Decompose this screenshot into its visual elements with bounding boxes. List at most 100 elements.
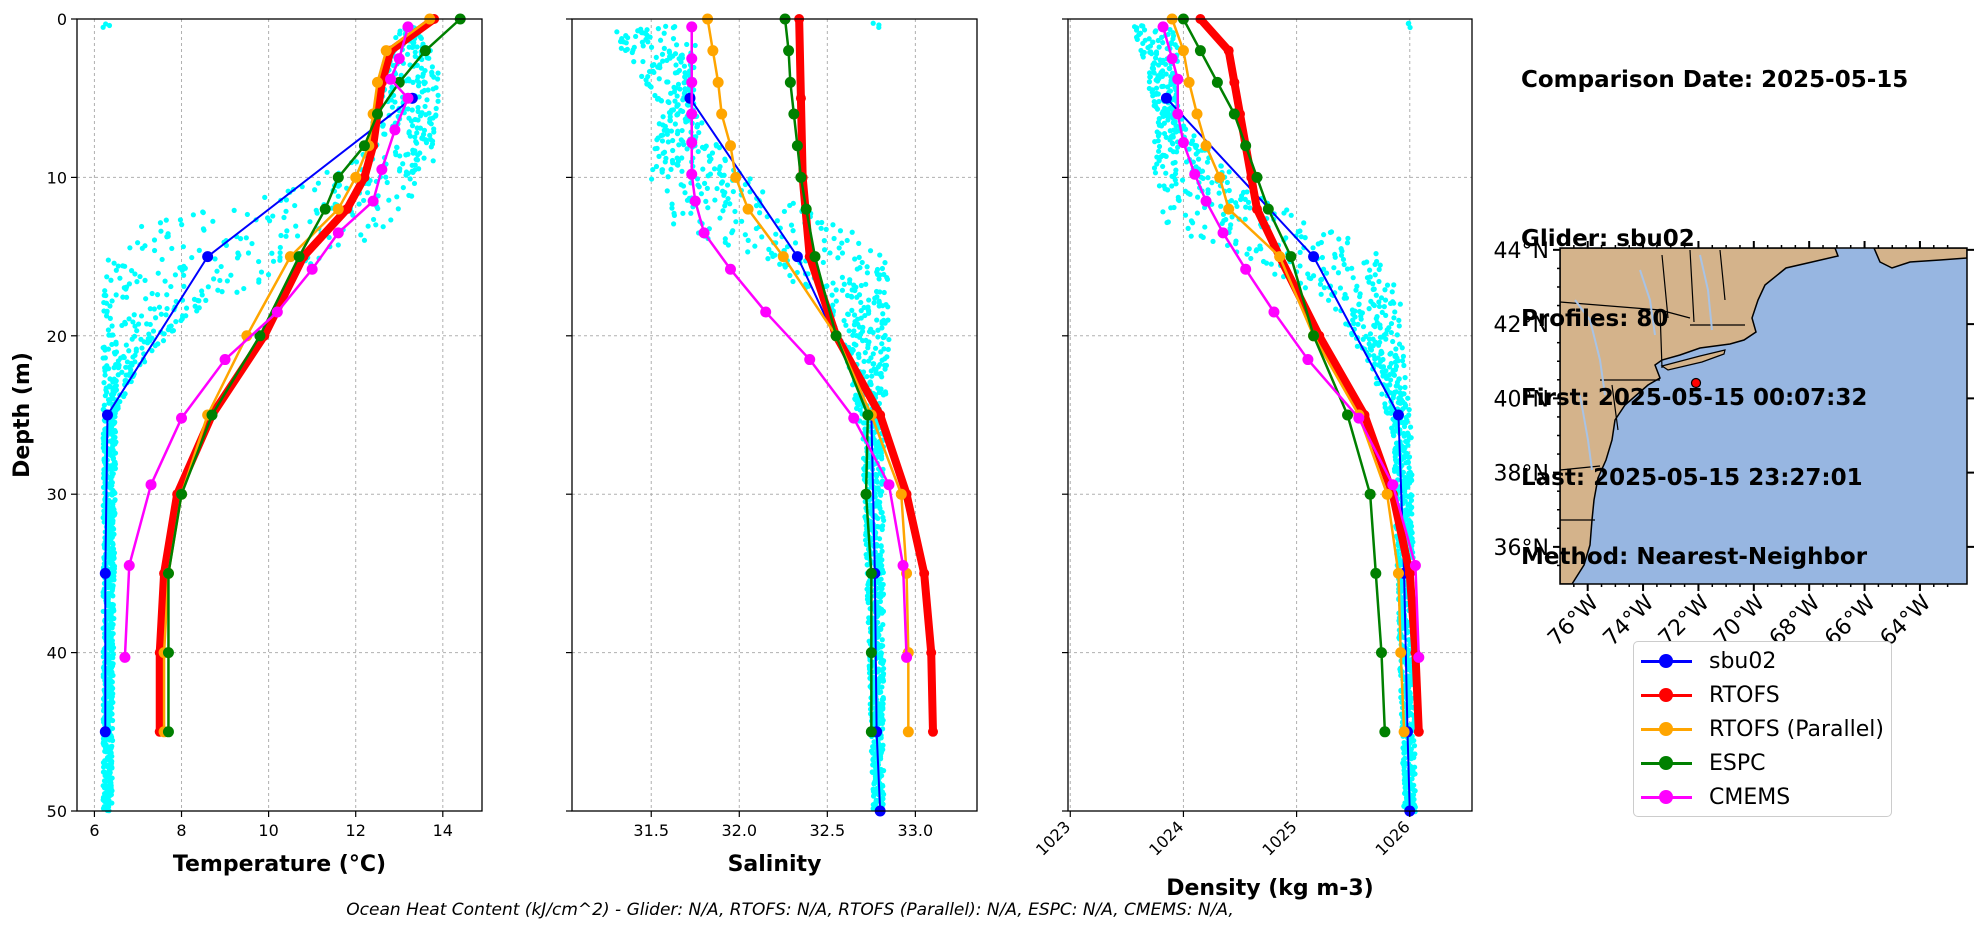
glider-point — [1327, 229, 1334, 236]
glider-point — [1233, 241, 1239, 247]
glider-point — [1384, 282, 1391, 288]
series-point — [332, 171, 344, 183]
glider-point — [115, 403, 121, 409]
glider-point — [865, 600, 871, 606]
glider-point — [370, 216, 377, 223]
series-point — [306, 263, 318, 275]
series-point — [783, 45, 795, 57]
glider-point — [199, 292, 205, 298]
glider-point — [1224, 179, 1230, 186]
glider-point — [1390, 338, 1396, 345]
glider-point — [105, 640, 111, 646]
glider-point — [849, 294, 855, 300]
glider-point — [199, 288, 205, 294]
glider-point — [878, 448, 884, 454]
glider-point — [1398, 392, 1404, 399]
glider-point — [1405, 395, 1411, 401]
glider-point — [108, 277, 114, 283]
glider-point — [856, 334, 863, 340]
glider-point — [1160, 163, 1166, 170]
glider-point — [426, 119, 433, 125]
glider-point — [120, 294, 126, 300]
glider-point — [1360, 324, 1367, 330]
glider-point — [818, 225, 824, 231]
glider-point — [1301, 220, 1307, 226]
legend-item: sbu02 — [1634, 647, 1891, 677]
glider-point — [414, 44, 420, 50]
glider-point — [1200, 234, 1206, 240]
glider-point — [315, 180, 321, 186]
glider-point — [1402, 375, 1408, 381]
series-point — [1342, 409, 1354, 421]
glider-point — [1195, 156, 1202, 162]
glider-point — [162, 278, 168, 284]
glider-point — [245, 250, 252, 256]
glider-point — [863, 281, 869, 287]
glider-point — [747, 176, 753, 182]
glider-point — [681, 90, 688, 96]
glider-point — [433, 105, 439, 112]
glider-point — [841, 281, 847, 287]
series-point — [1251, 204, 1262, 215]
glider-point — [882, 366, 888, 372]
glider-point — [1354, 283, 1360, 289]
glider-point — [392, 99, 398, 105]
glider-point — [415, 74, 421, 80]
glider-point — [1182, 212, 1189, 218]
glider-point — [1399, 345, 1405, 351]
glider-point — [1234, 203, 1240, 210]
glider-point — [431, 74, 437, 80]
legend-label: RTOFS — [1709, 683, 1780, 708]
glider-point — [870, 806, 876, 812]
glider-point — [873, 471, 879, 478]
glider-point — [135, 240, 141, 246]
glider-point — [1388, 329, 1394, 336]
glider-point — [672, 98, 678, 104]
glider-point — [155, 270, 161, 276]
glider-point — [1193, 143, 1200, 149]
glider-point — [431, 129, 437, 135]
glider-point — [1163, 71, 1169, 77]
glider-point — [705, 173, 711, 179]
glider-point — [1191, 133, 1197, 139]
glider-point — [876, 594, 882, 600]
glider-point — [815, 220, 821, 226]
series-line — [1182, 18, 1387, 732]
glider-point — [716, 145, 723, 151]
glider-point — [1158, 34, 1165, 40]
glider-point — [1156, 44, 1162, 50]
glider-point — [669, 201, 675, 207]
glider-point — [435, 98, 441, 104]
glider-point — [215, 287, 221, 293]
series-rtofs-parallel- — [1166, 13, 1410, 738]
glider-point — [745, 249, 751, 255]
glider-point — [656, 76, 662, 82]
x-tick-label: 12 — [346, 821, 366, 840]
glider-point — [1158, 122, 1164, 128]
series-point — [319, 203, 331, 215]
glider-point — [857, 407, 863, 413]
glider-point — [1341, 261, 1347, 268]
glider-point — [1244, 251, 1250, 257]
glider-point — [711, 166, 718, 172]
glider-point — [111, 512, 118, 518]
glider-point — [412, 134, 418, 140]
glider-point — [665, 139, 671, 145]
map-rivers — [1574, 254, 1713, 471]
series-point — [724, 263, 736, 275]
glider-point — [679, 55, 686, 61]
glider-point — [142, 277, 148, 283]
glider-point — [277, 257, 283, 263]
glider-point — [389, 104, 395, 110]
glider-point — [132, 271, 138, 277]
glider-point — [885, 346, 891, 353]
glider-point — [113, 341, 119, 347]
glider-point — [123, 294, 130, 300]
series-line — [1165, 97, 1411, 812]
glider-point — [1186, 146, 1192, 152]
glider-point — [659, 169, 665, 175]
glider-point — [133, 348, 139, 354]
series-point — [686, 21, 698, 33]
glider-point — [393, 152, 399, 158]
glider-point — [134, 328, 140, 334]
